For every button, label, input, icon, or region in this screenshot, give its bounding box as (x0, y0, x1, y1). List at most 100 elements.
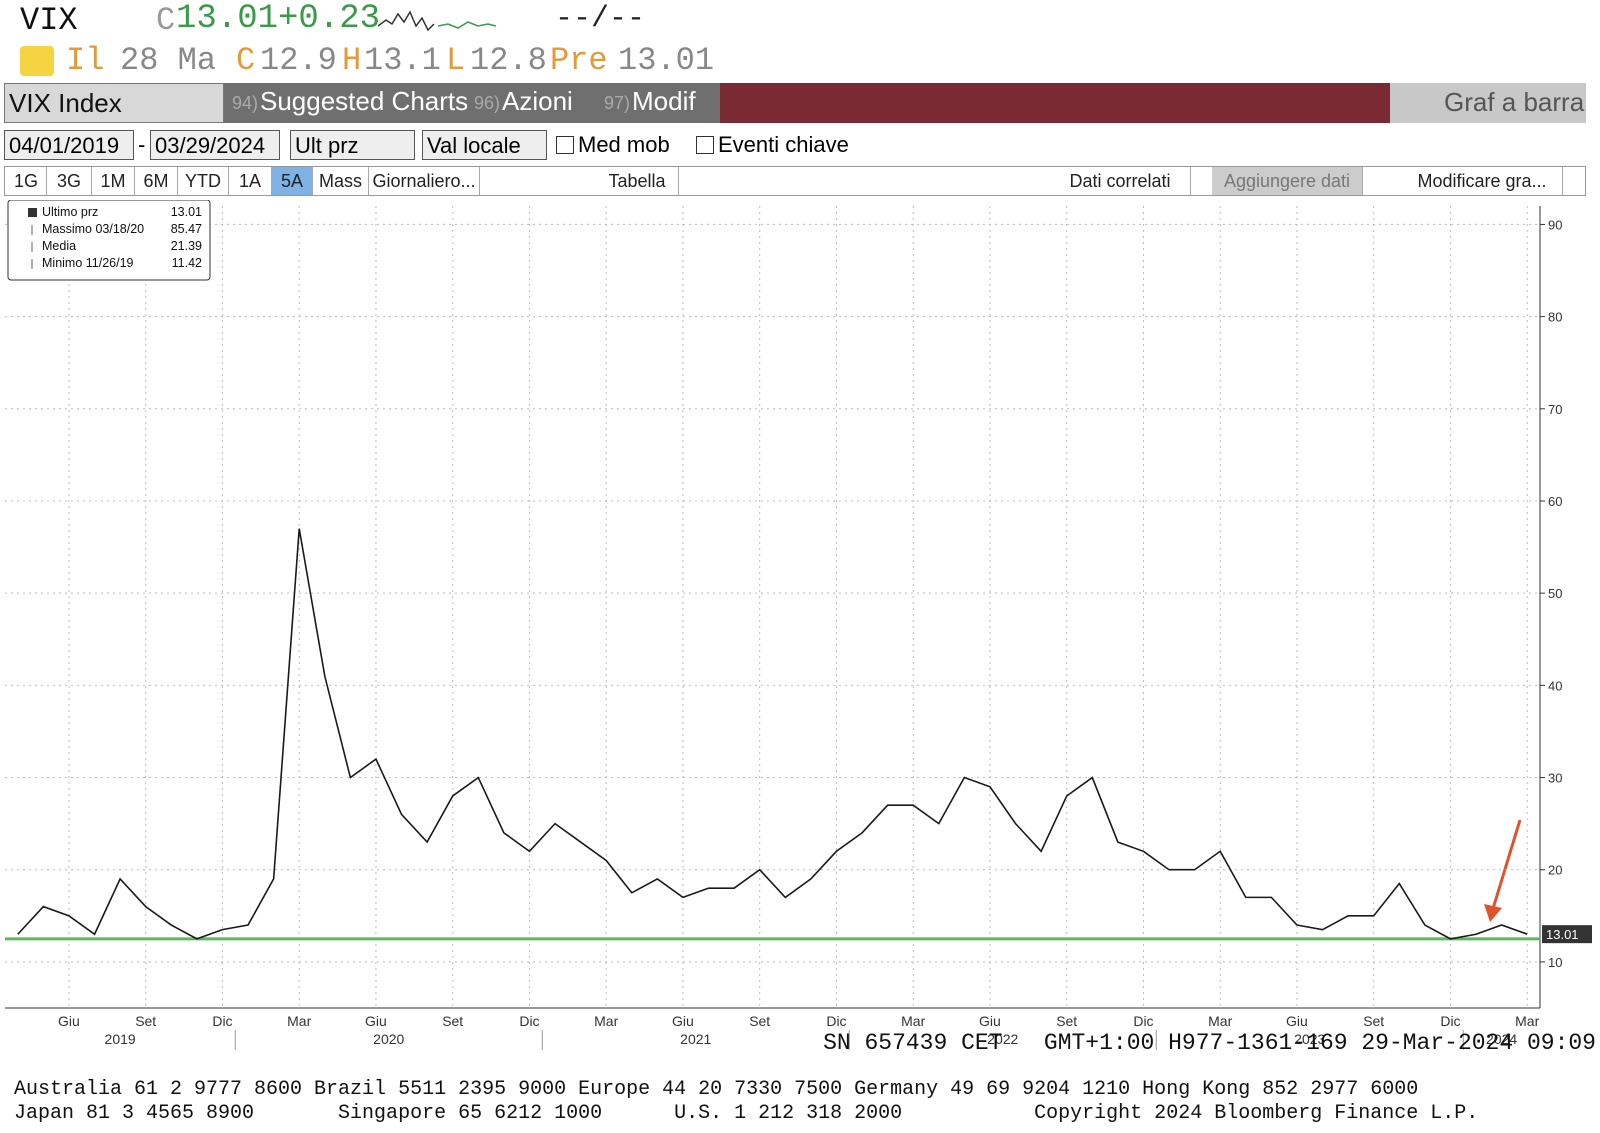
session-info: SN 657439 CET GMT+1:00 H977-1361-169 29-… (823, 1030, 1596, 1056)
period-button[interactable]: Mass (313, 167, 369, 195)
y-tick-label: 70 (1548, 402, 1562, 417)
change: +0.23 (278, 0, 381, 38)
menu[interactable]: Azioni (502, 86, 573, 116)
y-tick-label: 50 (1548, 586, 1562, 601)
events: Eventi chiave (718, 132, 849, 157)
x-tick-label: Dic (519, 1013, 539, 1029)
period-button[interactable]: 1G (6, 167, 47, 195)
x-tick-label: Set (135, 1013, 156, 1029)
legend-label: Massimo 03/18/20 (42, 222, 144, 236)
row2-label: H (342, 42, 362, 79)
chart: 10 20 30 40 50 60 70 80 90 Giu Set Dic 2019 Mar Giu Set… (5, 200, 1592, 1050)
row2-value: 13.01 (618, 42, 715, 79)
period-button[interactable]: 1M (92, 167, 135, 195)
checkbox[interactable] (696, 136, 714, 154)
frequency[interactable]: Giornaliero... (369, 167, 480, 195)
menu-bar (224, 83, 720, 123)
x-tick-label: Set (1363, 1013, 1384, 1029)
y-tick-label: 80 (1548, 310, 1562, 325)
row2-date: 28 Ma (120, 42, 217, 79)
arrow (1490, 819, 1522, 913)
row2-value: 12.9 (260, 42, 337, 79)
last-value-badge (1542, 925, 1592, 944)
x-tick-label: Set (442, 1013, 463, 1029)
x-tick-label: Mar (901, 1013, 925, 1029)
x-tick-label: Mar (1515, 1013, 1539, 1029)
row2-value: 12.8 (470, 42, 547, 79)
x-tick-label: Giu (1286, 1013, 1308, 1029)
c-flag: C (156, 2, 176, 39)
sparkline (378, 10, 497, 32)
x-tick-label: Mar (1208, 1013, 1232, 1029)
menu-num: 96) (474, 93, 501, 113)
chart-type-box[interactable]: Graf a barra (1390, 83, 1586, 123)
legend-label: Minimo 11/26/19 (42, 256, 134, 270)
menu[interactable]: Suggested Charts (260, 86, 469, 116)
time: --/-- (555, 2, 646, 36)
legend-marker (28, 208, 37, 217)
legend-label: Media (42, 239, 76, 253)
y-tick-label: 90 (1548, 217, 1562, 232)
legend-value: 85.47 (171, 222, 202, 236)
menu[interactable]: Modif (632, 86, 696, 116)
speed-icon (20, 46, 54, 76)
period-button[interactable]: 5A (272, 167, 313, 195)
y-tick-label: 30 (1548, 771, 1562, 786)
contacts: Australia 61 2 9777 8600 Brazil 5511 239… (14, 1078, 1419, 1101)
period-bar (4, 166, 1586, 196)
legend-box (7, 200, 211, 281)
x-tick-label: Set (749, 1013, 770, 1029)
contacts: Japan 81 3 4565 8900 Singapore 65 6212 1… (14, 1102, 1479, 1125)
x-tick-label: Dic (1133, 1013, 1153, 1029)
row2-label: C (236, 42, 256, 79)
legend-value: 21.39 (171, 239, 202, 253)
x-tick-label: Giu (58, 1013, 80, 1029)
date-dash: - (138, 132, 146, 157)
security: VIX Index (9, 88, 122, 118)
end-date[interactable]: 03/29/2024 (150, 130, 280, 160)
add-data-button[interactable]: Aggiungere dati (1212, 167, 1363, 195)
menu-num: 97) (604, 93, 631, 113)
year-label: 2019 (105, 1031, 136, 1047)
x-tick-label: Giu (979, 1013, 1001, 1029)
year-label: 2022 (987, 1031, 1018, 1047)
currency[interactable]: Val locale (422, 130, 547, 160)
edit-chart-button[interactable]: Modificare gra... (1402, 167, 1563, 195)
period-button[interactable]: 3G (47, 167, 92, 195)
ticker: VIX (20, 2, 78, 39)
x-tick-label: Dic (1440, 1013, 1460, 1029)
x-tick-label: Dic (826, 1013, 846, 1029)
y-tick-label: 60 (1548, 494, 1562, 509)
menu-num: 94) (232, 93, 259, 113)
row2-value: 13.1 (364, 42, 441, 79)
year-label: 2024 (1486, 1031, 1517, 1047)
x-tick-label: Giu (672, 1013, 694, 1029)
arrow-head (1484, 904, 1502, 922)
security-box[interactable]: VIX Index (4, 83, 224, 123)
related-button[interactable]: Dati correlati (1050, 167, 1191, 195)
chart-type: Graf a barra (1444, 87, 1585, 117)
start-date[interactable]: 04/01/2019 (4, 130, 134, 160)
legend-label: Ultimo prz (42, 205, 98, 219)
y-tick-label: 10 (1548, 955, 1562, 970)
accent-bar (720, 83, 1390, 123)
row2-label: Pre (550, 42, 608, 79)
x-tick-label: Dic (212, 1013, 232, 1029)
row2-label: L (446, 42, 466, 79)
x-tick-label: Set (1056, 1013, 1077, 1029)
period-button[interactable]: YTD (178, 167, 229, 195)
checkbox[interactable] (556, 136, 574, 154)
last-value-label: 13.01 (1546, 927, 1579, 942)
field[interactable]: Ult prz (290, 130, 415, 160)
price-line (17, 528, 1528, 940)
table-button[interactable]: Tabella (596, 167, 679, 195)
y-tick-label: 20 (1548, 863, 1562, 878)
period-button[interactable]: 1A (229, 167, 272, 195)
year-label: 2023 (1294, 1031, 1325, 1047)
period-button[interactable]: 6M (135, 167, 178, 195)
legend-value: 13.01 (171, 205, 202, 219)
x-tick-label: Giu (365, 1013, 387, 1029)
year-label: 2020 (373, 1031, 404, 1047)
x-tick-label: Mar (594, 1013, 618, 1029)
